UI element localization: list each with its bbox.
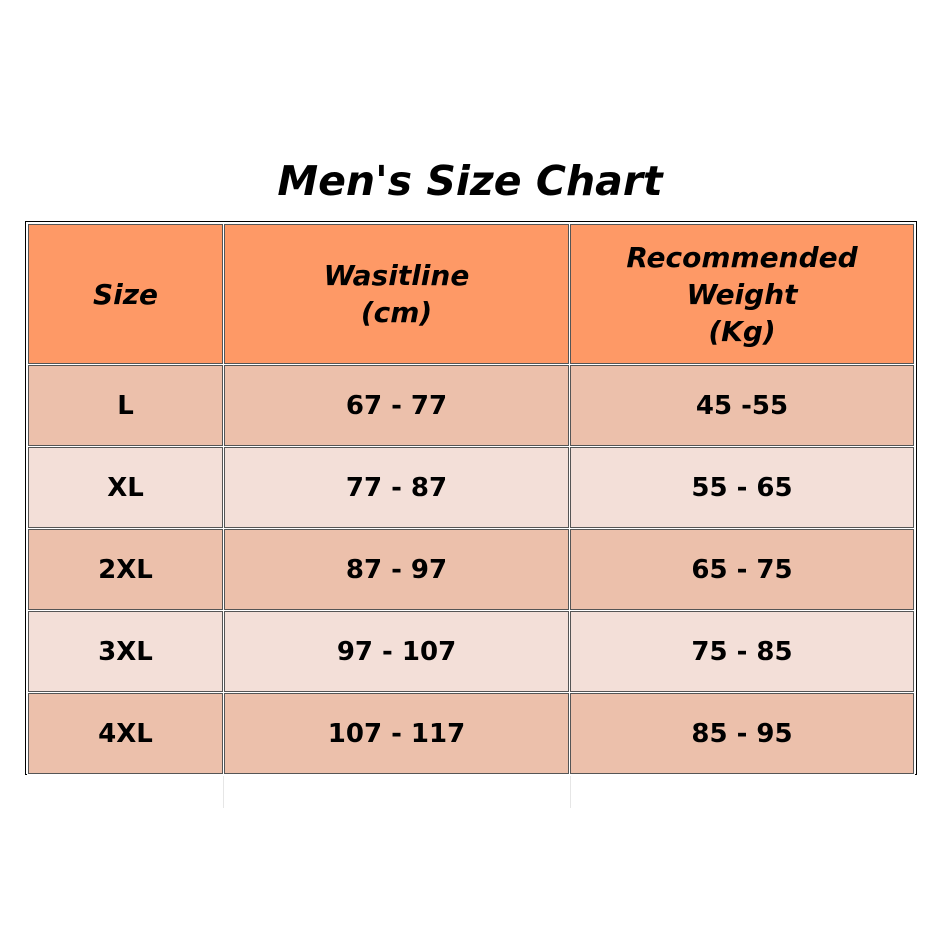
waist-cell: 107 - 117 bbox=[224, 693, 569, 774]
table-row: XL 77 - 87 55 - 65 bbox=[28, 447, 914, 528]
waist-cell: 97 - 107 bbox=[224, 611, 569, 692]
table-row: 4XL 107 - 117 85 - 95 bbox=[28, 693, 914, 774]
header-size-label: Size bbox=[92, 277, 159, 311]
size-cell: XL bbox=[28, 447, 223, 528]
gridline-ghost bbox=[570, 776, 571, 808]
header-waistline-label: Wasitline bbox=[323, 259, 470, 292]
header-weight-unit: (Kg) bbox=[708, 314, 776, 348]
table-row: L 67 - 77 45 -55 bbox=[28, 365, 914, 446]
waist-cell: 77 - 87 bbox=[224, 447, 569, 528]
size-cell: L bbox=[28, 365, 223, 446]
size-chart-grid: Size Wasitline (cm) Recommended Weight (… bbox=[27, 223, 915, 775]
size-cell: 4XL bbox=[28, 693, 223, 774]
header-weight-label-2: Weight bbox=[686, 277, 798, 311]
waist-cell: 87 - 97 bbox=[224, 529, 569, 610]
table-row: 3XL 97 - 107 75 - 85 bbox=[28, 611, 914, 692]
table-row: 2XL 87 - 97 65 - 75 bbox=[28, 529, 914, 610]
weight-cell: 75 - 85 bbox=[570, 611, 914, 692]
weight-cell: 65 - 75 bbox=[570, 529, 914, 610]
header-weight-label-1: Recommended bbox=[626, 240, 858, 274]
page-title: Men's Size Chart bbox=[277, 157, 663, 205]
header-size: Size bbox=[28, 224, 223, 364]
weight-cell: 85 - 95 bbox=[570, 693, 914, 774]
header-row: Size Wasitline (cm) Recommended Weight (… bbox=[28, 224, 914, 364]
weight-cell: 55 - 65 bbox=[570, 447, 914, 528]
header-weight: Recommended Weight (Kg) bbox=[570, 224, 914, 364]
size-cell: 2XL bbox=[28, 529, 223, 610]
size-chart-table: Size Wasitline (cm) Recommended Weight (… bbox=[25, 221, 917, 775]
size-cell: 3XL bbox=[28, 611, 223, 692]
gridline-ghost bbox=[223, 776, 224, 808]
weight-cell: 45 -55 bbox=[570, 365, 914, 446]
waist-cell: 67 - 77 bbox=[224, 365, 569, 446]
header-waistline: Wasitline (cm) bbox=[224, 224, 569, 364]
header-waistline-unit: (cm) bbox=[360, 296, 433, 329]
